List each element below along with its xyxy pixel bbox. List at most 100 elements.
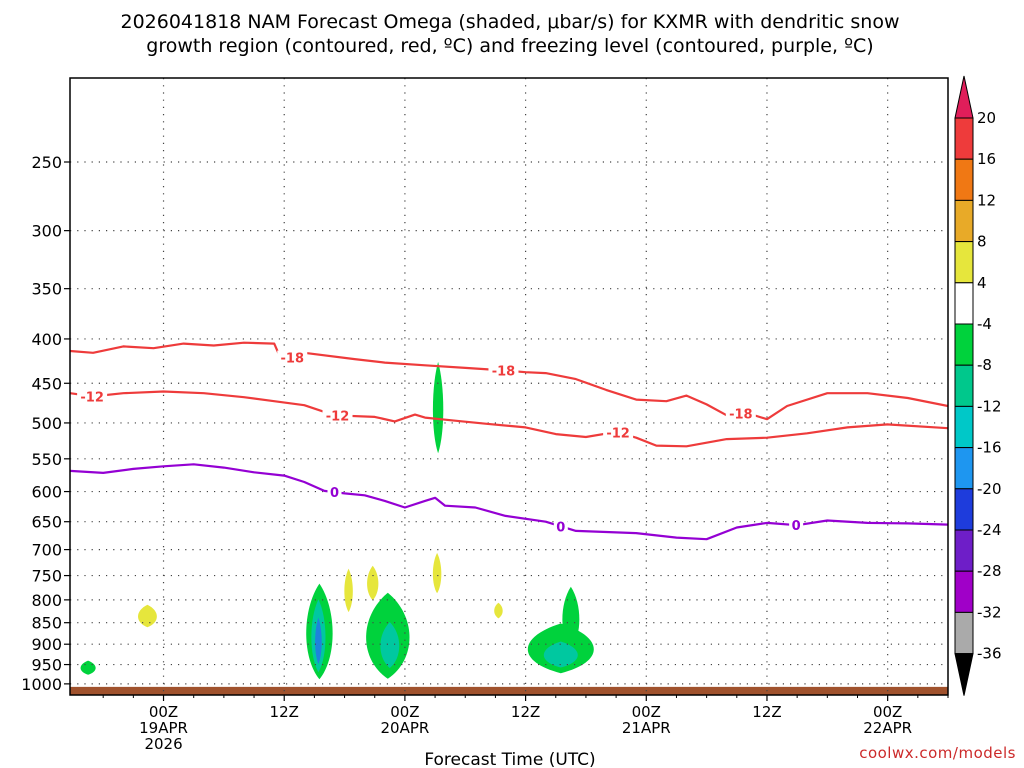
colorbar-label-10: -24 <box>977 521 1002 539</box>
contour-label-bg-2-2 <box>789 518 804 533</box>
colorbar-label-5: -4 <box>977 315 992 333</box>
colorbar-label-13: -36 <box>977 645 1002 663</box>
y-tick-label-950: 950 <box>31 656 62 675</box>
contour-label-0-1: -18 <box>492 364 516 379</box>
colorbar-label-1: 16 <box>977 150 996 168</box>
contour-label-bg-0-1 <box>488 363 519 378</box>
x-tick-label-78-0: 00Z <box>873 703 902 721</box>
contour-label-2-1: 0 <box>556 520 565 535</box>
y-tick-label-600: 600 <box>31 483 62 502</box>
credit-text: coolwx.com/models <box>859 744 1016 762</box>
x-tick-label-30-1: 20APR <box>380 719 429 737</box>
colorbar: 20 16 12 8 4 -4 -8 -12 -16 -20 -24 -28 -32 -36 <box>954 75 1002 696</box>
omega-region-13 <box>562 586 580 650</box>
ground-surface <box>70 686 948 695</box>
colorbar-label-12: -32 <box>977 603 1002 621</box>
colorbar-label-3: 8 <box>977 233 987 251</box>
colorbar-swatch-8 <box>954 405 974 449</box>
omega-region-1 <box>80 660 96 675</box>
contour-label-1-0: -12 <box>80 390 104 405</box>
y-tick-label-350: 350 <box>31 280 62 299</box>
temperature-contours: -18 -18 -18 -12 -12 -12 0 0 0 <box>70 341 948 541</box>
y-tick-label-250: 250 <box>31 153 62 172</box>
contour-label-1-2: -12 <box>606 426 630 441</box>
x-tick-label-54-1: 21APR <box>622 719 671 737</box>
contour-label-bg-1-1 <box>322 408 353 423</box>
title-line-1: 2026041818 NAM Forecast Omega (shaded, μ… <box>120 11 899 33</box>
colorbar-swatch-2 <box>954 158 974 201</box>
colorbar-label-7: -12 <box>977 397 1002 415</box>
colorbar-swatch-10 <box>954 488 974 531</box>
omega-shading <box>80 361 594 680</box>
y-axis-ticks: 250 300 350 400 450 500 550 600 650 700 750 800 850 9… <box>21 153 70 694</box>
omega-region-10 <box>432 361 444 454</box>
title-line-2: growth region (contoured, red, ºC) and f… <box>146 35 873 57</box>
y-tick-label-750: 750 <box>31 567 62 586</box>
ground-strip <box>70 686 948 695</box>
colorbar-swatch-7 <box>954 364 974 407</box>
omega-region-0 <box>138 604 157 628</box>
colorbar-swatch-11 <box>954 529 974 572</box>
y-tick-label-300: 300 <box>31 222 62 241</box>
y-tick-label-900: 900 <box>31 635 62 654</box>
colorbar-label-11: -28 <box>977 562 1002 580</box>
colorbar-top-arrow <box>954 75 974 119</box>
contour-line-2 <box>70 463 948 541</box>
y-tick-label-650: 650 <box>31 513 62 532</box>
contour-label-0-0: -18 <box>281 352 305 367</box>
colorbar-swatch-9 <box>954 447 974 490</box>
plot-frame <box>69 77 949 696</box>
y-tick-label-400: 400 <box>31 330 62 349</box>
colorbar-swatch-13 <box>954 611 974 655</box>
y-tick-label-850: 850 <box>31 614 62 633</box>
colorbar-label-9: -20 <box>977 480 1002 498</box>
contour-label-2-0: 0 <box>330 486 339 501</box>
contour-label-bg-1-2 <box>603 425 634 440</box>
contour-label-bg-0-2 <box>725 406 756 421</box>
omega-region-5 <box>344 568 353 613</box>
x-tick-label-42-0: 12Z <box>511 703 540 721</box>
x-tick-label-6-1: 19APR <box>139 719 188 737</box>
omega-region-14 <box>543 641 578 668</box>
contour-label-0-2: -18 <box>729 408 753 423</box>
colorbar-label-8: -16 <box>977 439 1002 457</box>
y-tick-label-800: 800 <box>31 591 62 610</box>
colorbar-swatch-3 <box>954 199 974 243</box>
contour-label-1-1: -12 <box>326 409 350 424</box>
x-tick-label-6-2: 2026 <box>144 735 182 753</box>
colorbar-swatch-1 <box>954 117 974 160</box>
contour-line-0 <box>70 341 948 421</box>
contour-label-bg-2-0 <box>327 485 342 500</box>
y-tick-label-500: 500 <box>31 414 62 433</box>
x-tick-label-54-0: 00Z <box>632 703 661 721</box>
y-tick-label-700: 700 <box>31 541 62 560</box>
x-tick-label-78-1: 22APR <box>863 719 912 737</box>
colorbar-label-2: 12 <box>977 191 996 209</box>
contour-label-2-2: 0 <box>792 519 801 534</box>
contour-label-bg-1-0 <box>77 389 108 404</box>
x-tick-label-6-0: 00Z <box>149 703 178 721</box>
colorbar-swatch-5 <box>954 282 974 325</box>
contour-line-1 <box>70 390 948 448</box>
x-tick-label-30-0: 00Z <box>390 703 419 721</box>
grid-lines <box>70 78 948 695</box>
colorbar-label-0: 20 <box>977 109 996 127</box>
colorbar-label-4: 4 <box>977 274 987 292</box>
colorbar-bottom-arrow <box>954 653 974 696</box>
colorbar-swatch-12 <box>954 570 974 613</box>
colorbar-label-6: -8 <box>977 356 992 374</box>
chart-title: 2026041818 NAM Forecast Omega (shaded, μ… <box>120 11 899 57</box>
x-axis-title: Forecast Time (UTC) <box>424 750 595 768</box>
contour-label-bg-2-1 <box>553 519 568 534</box>
y-tick-label-550: 550 <box>31 450 62 469</box>
x-tick-label-18-0: 12Z <box>270 703 299 721</box>
omega-region-4 <box>315 617 322 665</box>
colorbar-swatch-6 <box>954 323 974 366</box>
y-tick-label-1000: 1000 <box>21 675 62 694</box>
x-tick-label-66-0: 12Z <box>752 703 781 721</box>
omega-region-9 <box>432 552 442 594</box>
omega-region-6 <box>367 565 379 601</box>
omega-region-11 <box>494 602 503 619</box>
